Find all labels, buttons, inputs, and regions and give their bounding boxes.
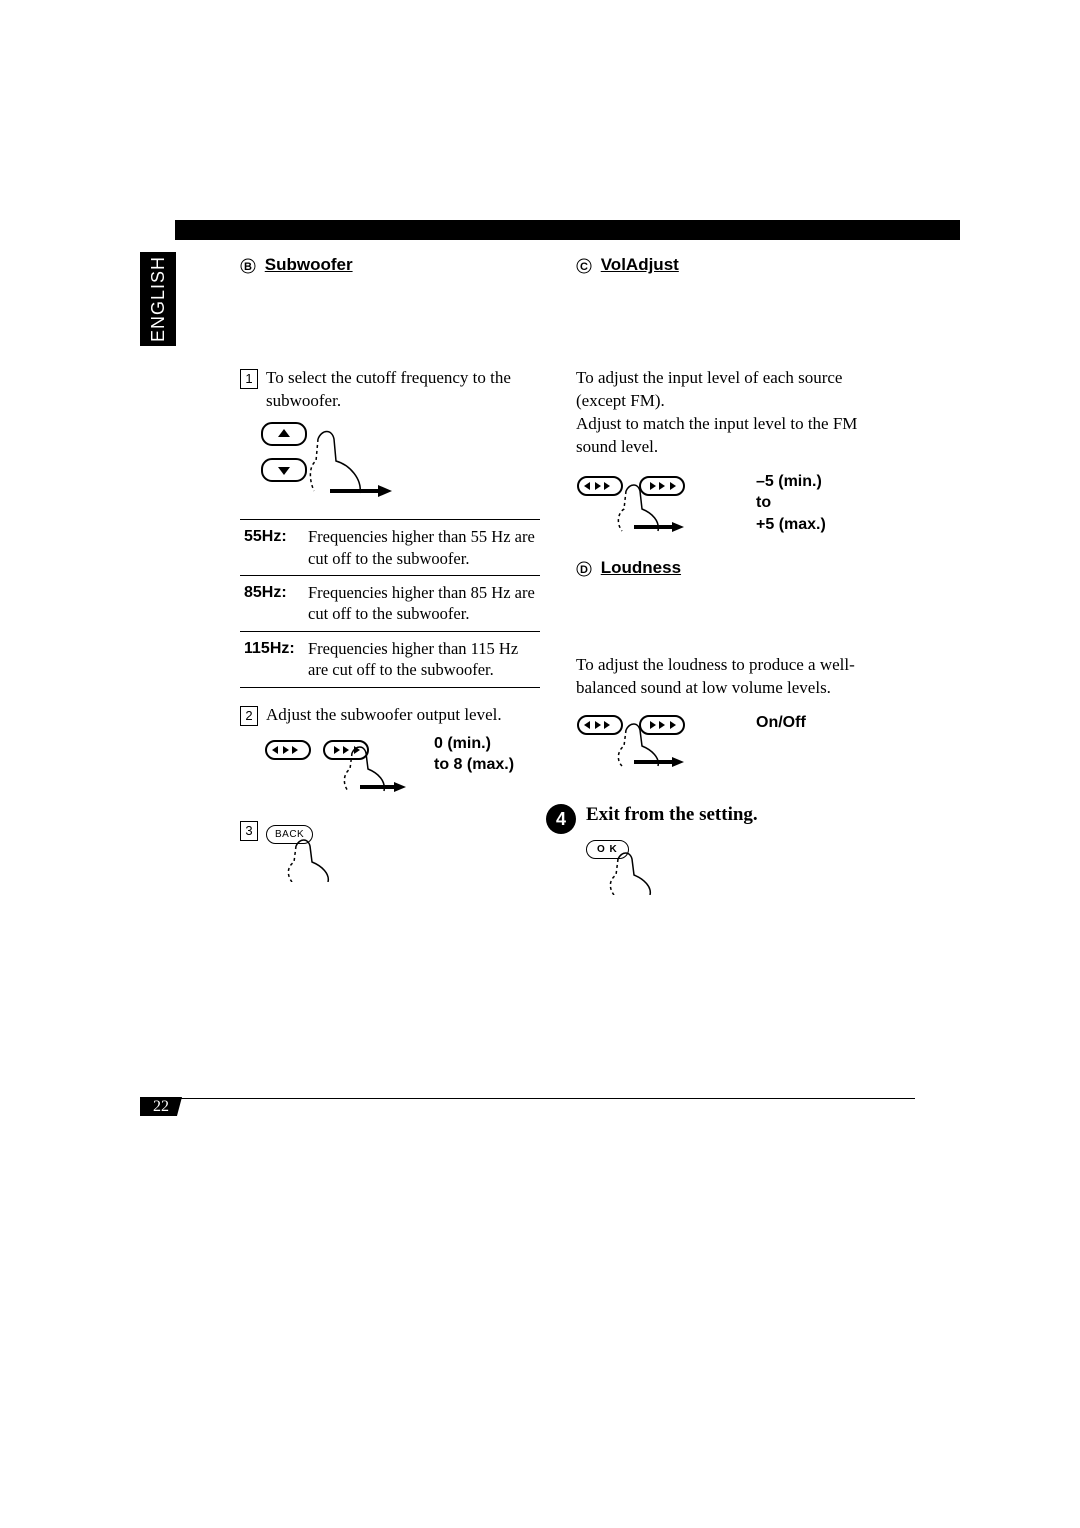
section-d-heading: D Loudness [576,557,876,580]
ok-button[interactable]: O K [586,840,629,860]
freq-label: 85Hz: [244,582,300,625]
step-2: 2 Adjust the subwoofer output level. [240,704,540,795]
svg-text:C: C [580,261,588,273]
step-2-range: 0 (min.) to 8 (max.) [434,733,514,776]
range-line: –5 (min.) [756,471,826,493]
svg-text:B: B [244,261,252,273]
step-3: 3 BACK [240,819,540,883]
page-footer: 22 [140,1098,915,1099]
step-1-text: To select the cutoff frequency to the su… [266,367,540,413]
circle-b-icon: B [240,258,256,274]
section-b-title: Subwoofer [265,255,353,274]
prev-next-buttons-icon [576,714,746,770]
left-column: B Subwoofer 1 To select the cutoff frequ… [240,254,540,895]
svg-text:D: D [580,564,588,576]
section-c-heading: C VolAdjust [576,254,876,277]
freq-label: 115Hz: [244,638,300,681]
freq-desc: Frequencies higher than 115 Hz are cut o… [308,638,540,681]
desc-line: Adjust to match the input level to the F… [576,413,876,459]
section-b-heading: B Subwoofer [240,254,540,277]
language-tab-text: ENGLISH [146,256,170,342]
step-3-number: 3 [240,821,258,841]
freq-desc: Frequencies higher than 85 Hz are cut of… [308,582,540,625]
section-d-desc: To adjust the loudness to produce a well… [576,654,876,700]
content-columns: B Subwoofer 1 To select the cutoff frequ… [240,254,880,895]
section-d-title: Loudness [601,558,681,577]
step-2-number: 2 [240,706,258,726]
range-line: to [756,492,826,514]
frequency-table: 55Hz: Frequencies higher than 55 Hz are … [240,519,540,688]
footer-rule [140,1098,915,1099]
circle-c-icon: C [576,258,592,274]
back-diagram: BACK [266,819,348,883]
language-tab: ENGLISH [140,252,176,346]
section-c-desc: To adjust the input level of each source… [576,367,876,459]
range-line: 0 (min.) [434,733,514,755]
table-row: 115Hz: Frequencies higher than 115 Hz ar… [240,632,540,688]
exit-text: Exit from the setting. [586,802,758,828]
right-column: C VolAdjust To adjust the input level of… [576,254,876,895]
section-c-range: –5 (min.) to +5 (max.) [756,471,826,536]
step-1: 1 To select the cutoff frequency to the … [240,367,540,413]
freq-label: 55Hz: [244,526,300,569]
table-row: 55Hz: Frequencies higher than 55 Hz are … [240,520,540,576]
table-row: 85Hz: Frequencies higher than 85 Hz are … [240,576,540,632]
step-1-number: 1 [240,369,258,389]
prev-next-buttons-icon [264,739,424,795]
desc-line: To adjust the input level of each source… [576,367,876,413]
header-bar [175,220,960,240]
section-c-title: VolAdjust [601,255,679,274]
circle-d-icon: D [576,561,592,577]
prev-next-buttons-icon [576,475,746,535]
section-d-range: On/Off [756,712,806,734]
step-4-circle: 4 [546,804,576,834]
step-2-text: Adjust the subwoofer output level. [266,704,502,727]
manual-page: ENGLISH B Subwoofer 1 To select the cuto… [0,0,1080,1528]
range-line: +5 (max.) [756,514,826,536]
finger-press-icon [278,838,348,882]
page-number: 22 [140,1097,182,1116]
exit-step: 4 Exit from the setting. O K [546,802,876,895]
range-line: to 8 (max.) [434,754,514,776]
up-down-buttons-icon [260,421,400,505]
freq-desc: Frequencies higher than 55 Hz are cut of… [308,526,540,569]
